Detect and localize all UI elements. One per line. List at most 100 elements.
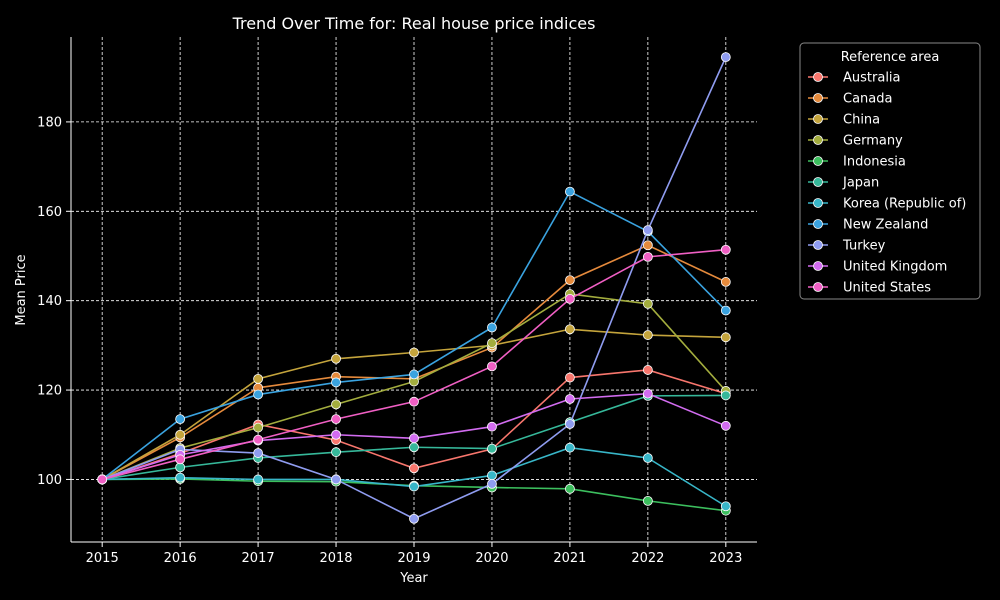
legend-label: Turkey bbox=[842, 239, 886, 254]
data-point-united-kingdom bbox=[487, 421, 497, 432]
legend-label: China bbox=[843, 113, 880, 128]
x-axis-label: Year bbox=[399, 571, 428, 586]
data-point-united-states bbox=[565, 293, 575, 304]
legend-item-korea-republic-of: Korea (Republic of) bbox=[808, 197, 966, 212]
data-point-canada bbox=[720, 277, 731, 287]
data-point-united-kingdom bbox=[720, 420, 731, 431]
data-point-china bbox=[409, 347, 419, 358]
legend-label: Canada bbox=[843, 92, 892, 107]
legend-marker bbox=[813, 114, 823, 124]
legend-item-united-states: United States bbox=[808, 281, 931, 296]
legend-item-australia: Australia bbox=[808, 71, 901, 86]
data-point-united-states bbox=[175, 454, 186, 465]
data-point-china bbox=[642, 330, 653, 340]
legend-marker bbox=[813, 156, 823, 166]
data-point-korea-republic-of bbox=[720, 501, 731, 512]
x-tick-label: 2020 bbox=[475, 551, 508, 566]
x-tick-label: 2015 bbox=[86, 551, 119, 566]
series-germany bbox=[97, 289, 731, 485]
chart-title: Trend Over Time for: Real house price in… bbox=[232, 14, 596, 33]
x-tick-label: 2021 bbox=[553, 551, 586, 566]
data-point-new-zealand bbox=[331, 377, 341, 388]
y-tick-label: 120 bbox=[37, 384, 62, 399]
data-point-turkey bbox=[565, 419, 575, 429]
data-point-china bbox=[253, 373, 263, 384]
data-point-germany bbox=[253, 422, 263, 433]
data-point-turkey bbox=[409, 513, 419, 524]
data-point-china bbox=[720, 332, 731, 343]
x-tick-label: 2019 bbox=[397, 551, 430, 566]
legend-label: New Zealand bbox=[843, 218, 928, 233]
legend-label: Germany bbox=[843, 134, 903, 149]
data-point-new-zealand bbox=[565, 186, 575, 197]
data-point-united-states bbox=[409, 396, 419, 407]
data-point-new-zealand bbox=[487, 322, 497, 333]
legend-item-germany: Germany bbox=[808, 134, 903, 149]
data-point-china bbox=[565, 324, 575, 335]
data-point-australia bbox=[409, 463, 419, 474]
legend-marker bbox=[813, 72, 823, 82]
x-tick-label: 2016 bbox=[164, 551, 197, 566]
x-tick-label: 2023 bbox=[709, 551, 742, 566]
x-tick-label: 2018 bbox=[319, 551, 352, 566]
data-point-united-states bbox=[331, 414, 341, 425]
x-tick-label: 2017 bbox=[242, 551, 275, 566]
legend-title: Reference area bbox=[841, 50, 940, 65]
data-point-japan bbox=[409, 442, 419, 453]
legend-marker bbox=[813, 198, 823, 208]
data-point-germany bbox=[642, 298, 653, 309]
legend-marker bbox=[813, 219, 823, 229]
data-point-united-states bbox=[642, 251, 653, 262]
data-point-korea-republic-of bbox=[253, 474, 263, 485]
series-layer bbox=[97, 52, 731, 524]
legend-item-canada: Canada bbox=[808, 92, 892, 107]
legend-marker bbox=[813, 93, 823, 103]
series-united-states bbox=[97, 244, 731, 485]
legend-box bbox=[799, 42, 981, 300]
x-ticks: 2015 2016 2017 2018 2019 2020 2021 2022 2023 bbox=[86, 542, 742, 566]
data-point-australia bbox=[565, 372, 575, 383]
data-point-japan bbox=[487, 443, 497, 454]
data-point-korea-republic-of bbox=[409, 481, 419, 492]
data-point-korea-republic-of bbox=[565, 442, 575, 453]
data-point-japan bbox=[720, 390, 731, 401]
legend-item-china: China bbox=[808, 113, 880, 128]
legend: Reference area Australia Canada China Germa… bbox=[799, 42, 981, 300]
data-point-australia bbox=[642, 365, 653, 375]
y-ticks: 100 120 140 160 180 bbox=[37, 115, 71, 488]
y-axis-label: Mean Price bbox=[14, 254, 29, 325]
legend-item-new-zealand: New Zealand bbox=[808, 218, 928, 233]
legend-item-indonesia: Indonesia bbox=[808, 155, 906, 170]
legend-item-united-kingdom: United Kingdom bbox=[808, 260, 947, 275]
legend-item-turkey: Turkey bbox=[808, 239, 886, 254]
data-point-indonesia bbox=[565, 483, 575, 494]
data-point-korea-republic-of bbox=[175, 472, 186, 483]
data-point-united-kingdom bbox=[331, 429, 341, 440]
legend-label: United Kingdom bbox=[843, 260, 947, 275]
data-point-united-states bbox=[253, 434, 263, 445]
data-point-turkey bbox=[642, 225, 653, 235]
legend-label: Japan bbox=[842, 176, 879, 191]
data-point-new-zealand bbox=[253, 389, 263, 400]
data-point-indonesia bbox=[642, 495, 653, 506]
data-point-china bbox=[331, 353, 341, 364]
legend-label: Indonesia bbox=[843, 155, 906, 170]
x-tick-label: 2022 bbox=[631, 551, 664, 566]
data-point-united-kingdom bbox=[409, 433, 419, 444]
y-tick-label: 180 bbox=[37, 115, 62, 130]
data-point-new-zealand bbox=[175, 414, 186, 425]
data-point-turkey bbox=[720, 52, 731, 63]
data-point-united-states bbox=[720, 244, 731, 255]
legend-marker bbox=[813, 240, 823, 250]
data-point-canada bbox=[642, 240, 653, 251]
data-point-united-kingdom bbox=[565, 394, 575, 404]
data-point-canada bbox=[565, 275, 575, 286]
legend-marker bbox=[813, 282, 823, 292]
data-point-germany bbox=[487, 338, 497, 349]
legend-label: United States bbox=[843, 281, 931, 296]
data-point-united-states bbox=[97, 474, 108, 485]
legend-marker bbox=[813, 177, 823, 187]
data-point-japan bbox=[331, 447, 341, 458]
legend-label: Australia bbox=[843, 71, 901, 86]
data-point-united-states bbox=[487, 361, 497, 372]
